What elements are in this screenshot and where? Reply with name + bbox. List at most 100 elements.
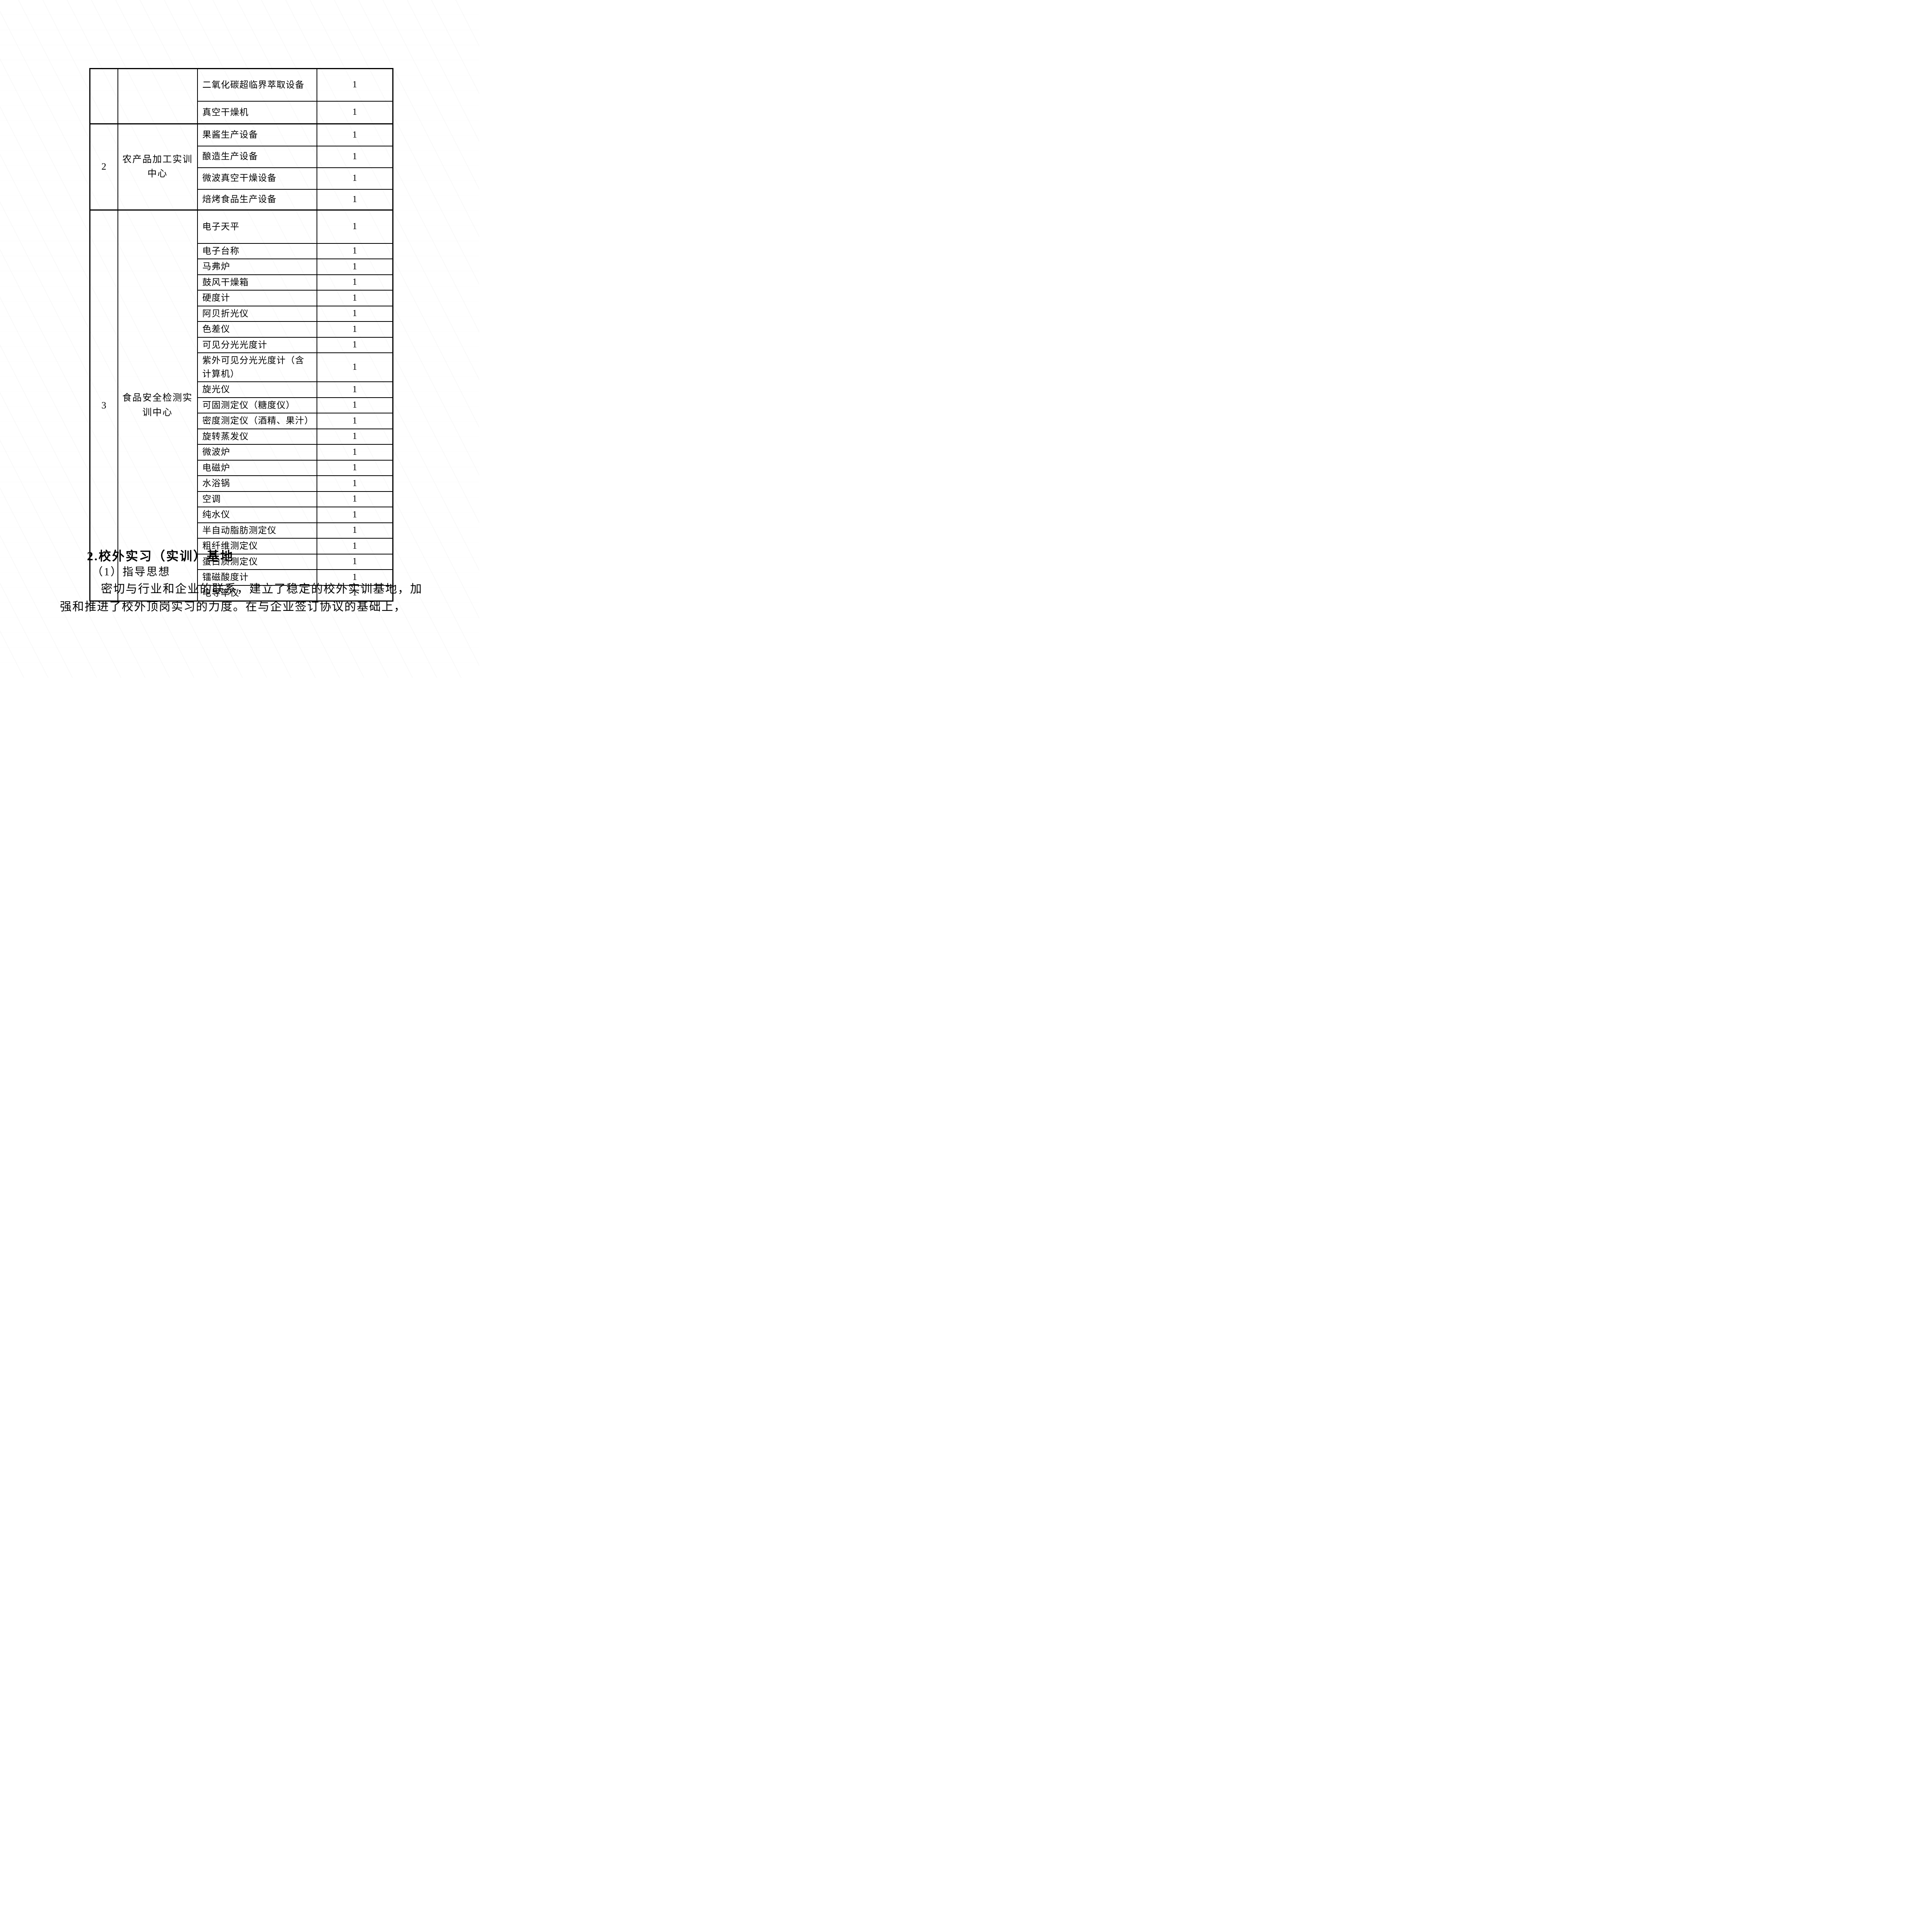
table-row: 鼓风干燥箱 1 [90, 274, 393, 291]
table-row: 空调 1 [90, 491, 393, 507]
table-row: 焙烤食品生产设备 1 [90, 189, 393, 211]
equipment-qty-cell: 1 [316, 189, 393, 211]
section-number-cell [89, 68, 118, 124]
equipment-qty-cell: 1 [316, 475, 393, 492]
table-row: 纯水仪 1 [90, 507, 393, 523]
equipment-name-cell: 色差仪 [197, 321, 317, 338]
equipment-name-cell: 粗纤维测定仪 [197, 538, 317, 554]
center-name-cell: 食品安全检测实训中心 [117, 209, 198, 602]
equipment-qty-cell: 1 [316, 290, 393, 306]
equipment-qty-cell: 1 [316, 553, 393, 570]
table-row: 阿贝折光仪 1 [90, 305, 393, 322]
equipment-table: 二氧化碳超临界萃取设备 1 真空干燥机 1 2 农产品加工实训中心 果酱生产设备… [89, 68, 393, 602]
table-row: 粗纤维测定仪 1 [90, 538, 393, 554]
equipment-name-cell: 电导率仪 [197, 585, 317, 602]
table-row: 电磁炉 1 [90, 459, 393, 476]
body-paragraph: 密切与行业和企业的联系，建立了稳定的校外实训基地，加 强和推进了校外顶岗实习的力… [60, 580, 431, 616]
equipment-qty-cell: 1 [316, 522, 393, 539]
equipment-name-cell: 微波炉 [197, 444, 317, 461]
paragraph-line: 密切与行业和企业的联系，建立了稳定的校外实训基地，加 [101, 583, 422, 595]
equipment-qty-cell: 1 [316, 305, 393, 322]
equipment-name-cell: 电磁炉 [197, 459, 317, 476]
equipment-qty-cell: 1 [316, 243, 393, 259]
equipment-qty-cell: 1 [316, 381, 393, 398]
equipment-name-cell: 马弗炉 [197, 259, 317, 275]
table-row: 3 食品安全检测实训中心 电子天平 1 [89, 209, 393, 602]
table-row: 色差仪 1 [90, 321, 393, 338]
table-row: 半自动脂肪测定仪 1 [90, 522, 393, 539]
equipment-qty-cell: 1 [316, 413, 393, 429]
document-page: 二氧化碳超临界萃取设备 1 真空干燥机 1 2 农产品加工实训中心 果酱生产设备… [0, 0, 479, 678]
table-row: 微波炉 1 [90, 444, 393, 461]
equipment-name-cell: 密度测定仪（酒精、果汁） [197, 413, 317, 429]
equipment-name-cell: 可见分光光度计 [197, 337, 317, 353]
equipment-name-cell: 旋转蒸发仪 [197, 428, 317, 445]
equipment-name-cell: 蛋白质测定仪 [197, 553, 317, 570]
equipment-name-cell: 电子台称 [197, 243, 317, 259]
equipment-qty-cell: 1 [316, 585, 393, 602]
equipment-qty-cell: 1 [316, 569, 393, 586]
table-row: 旋光仪 1 [90, 381, 393, 398]
equipment-name-cell: 阿贝折光仪 [197, 305, 317, 322]
table-row: 密度测定仪（酒精、果汁） 1 [90, 413, 393, 429]
table-row: 电子台称 1 [90, 243, 393, 259]
table-row: 水浴锅 1 [90, 475, 393, 492]
equipment-name-cell: 硬度计 [197, 290, 317, 306]
equipment-qty-cell: 1 [316, 337, 393, 353]
equipment-name-cell: 鼓风干燥箱 [197, 274, 317, 291]
equipment-name-cell: 旋光仪 [197, 381, 317, 398]
equipment-name-cell: 纯水仪 [197, 507, 317, 523]
section-number-cell: 3 [89, 209, 118, 602]
equipment-qty-cell: 1 [316, 397, 393, 413]
table-row: 可固测定仪（糖度仪） 1 [90, 397, 393, 413]
table-row: 镭磁酸度计 1 [90, 569, 393, 586]
table-row: 真空干燥机 1 [90, 100, 393, 124]
table-row: 旋转蒸发仪 1 [90, 428, 393, 445]
section-number-cell: 2 [89, 123, 118, 211]
equipment-qty-cell: 1 [316, 259, 393, 275]
equipment-name-cell: 镭磁酸度计 [197, 569, 317, 586]
equipment-name-cell: 空调 [197, 491, 317, 507]
equipment-qty-cell: 1 [316, 507, 393, 523]
paragraph-line: 强和推进了校外顶岗实习的力度。在与企业签订协议的基础上， [60, 600, 406, 613]
equipment-qty-cell: 1 [316, 68, 393, 102]
equipment-name-cell: 二氧化碳超临界萃取设备 [197, 68, 317, 102]
equipment-qty-cell: 1 [316, 459, 393, 476]
table-row: 蛋白质测定仪 1 [90, 553, 393, 570]
equipment-qty-cell: 1 [316, 209, 393, 244]
equipment-name-cell: 紫外可见分光光度计（含计算机） [197, 352, 317, 382]
heading-offcampus-bases: 2.校外实习（实训）基地 [87, 549, 234, 563]
table-row: 马弗炉 1 [90, 259, 393, 275]
table-row: 硬度计 1 [90, 290, 393, 306]
subheading-guiding-thought: （1）指导思想 [92, 566, 171, 578]
equipment-qty-cell: 1 [316, 123, 393, 146]
equipment-name-cell: 半自动脂肪测定仪 [197, 522, 317, 539]
equipment-name-cell: 真空干燥机 [197, 100, 317, 124]
equipment-name-cell: 可固测定仪（糖度仪） [197, 397, 317, 413]
equipment-name-cell: 果酱生产设备 [197, 123, 317, 146]
equipment-name-cell: 微波真空干燥设备 [197, 167, 317, 190]
table-row: 2 农产品加工实训中心 果酱生产设备 1 [89, 123, 393, 211]
equipment-name-cell: 酿造生产设备 [197, 145, 317, 168]
table-row: 可见分光光度计 1 [90, 337, 393, 353]
equipment-qty-cell: 1 [316, 352, 393, 382]
table-row: 紫外可见分光光度计（含计算机） 1 [90, 352, 393, 382]
equipment-qty-cell: 1 [316, 274, 393, 291]
center-name-cell: 农产品加工实训中心 [117, 123, 198, 211]
equipment-name-cell: 水浴锅 [197, 475, 317, 492]
table-row: 二氧化碳超临界萃取设备 1 [89, 68, 393, 124]
equipment-qty-cell: 1 [316, 538, 393, 554]
table-row: 电导率仪 1 [90, 585, 393, 602]
equipment-qty-cell: 1 [316, 167, 393, 190]
table-row: 酿造生产设备 1 [90, 145, 393, 168]
equipment-qty-cell: 1 [316, 444, 393, 461]
equipment-name-cell: 电子天平 [197, 209, 317, 244]
equipment-qty-cell: 1 [316, 100, 393, 124]
center-name-cell [117, 68, 198, 124]
equipment-qty-cell: 1 [316, 491, 393, 507]
equipment-name-cell: 焙烤食品生产设备 [197, 189, 317, 211]
table-row: 微波真空干燥设备 1 [90, 167, 393, 190]
equipment-qty-cell: 1 [316, 145, 393, 168]
equipment-qty-cell: 1 [316, 428, 393, 445]
equipment-qty-cell: 1 [316, 321, 393, 338]
